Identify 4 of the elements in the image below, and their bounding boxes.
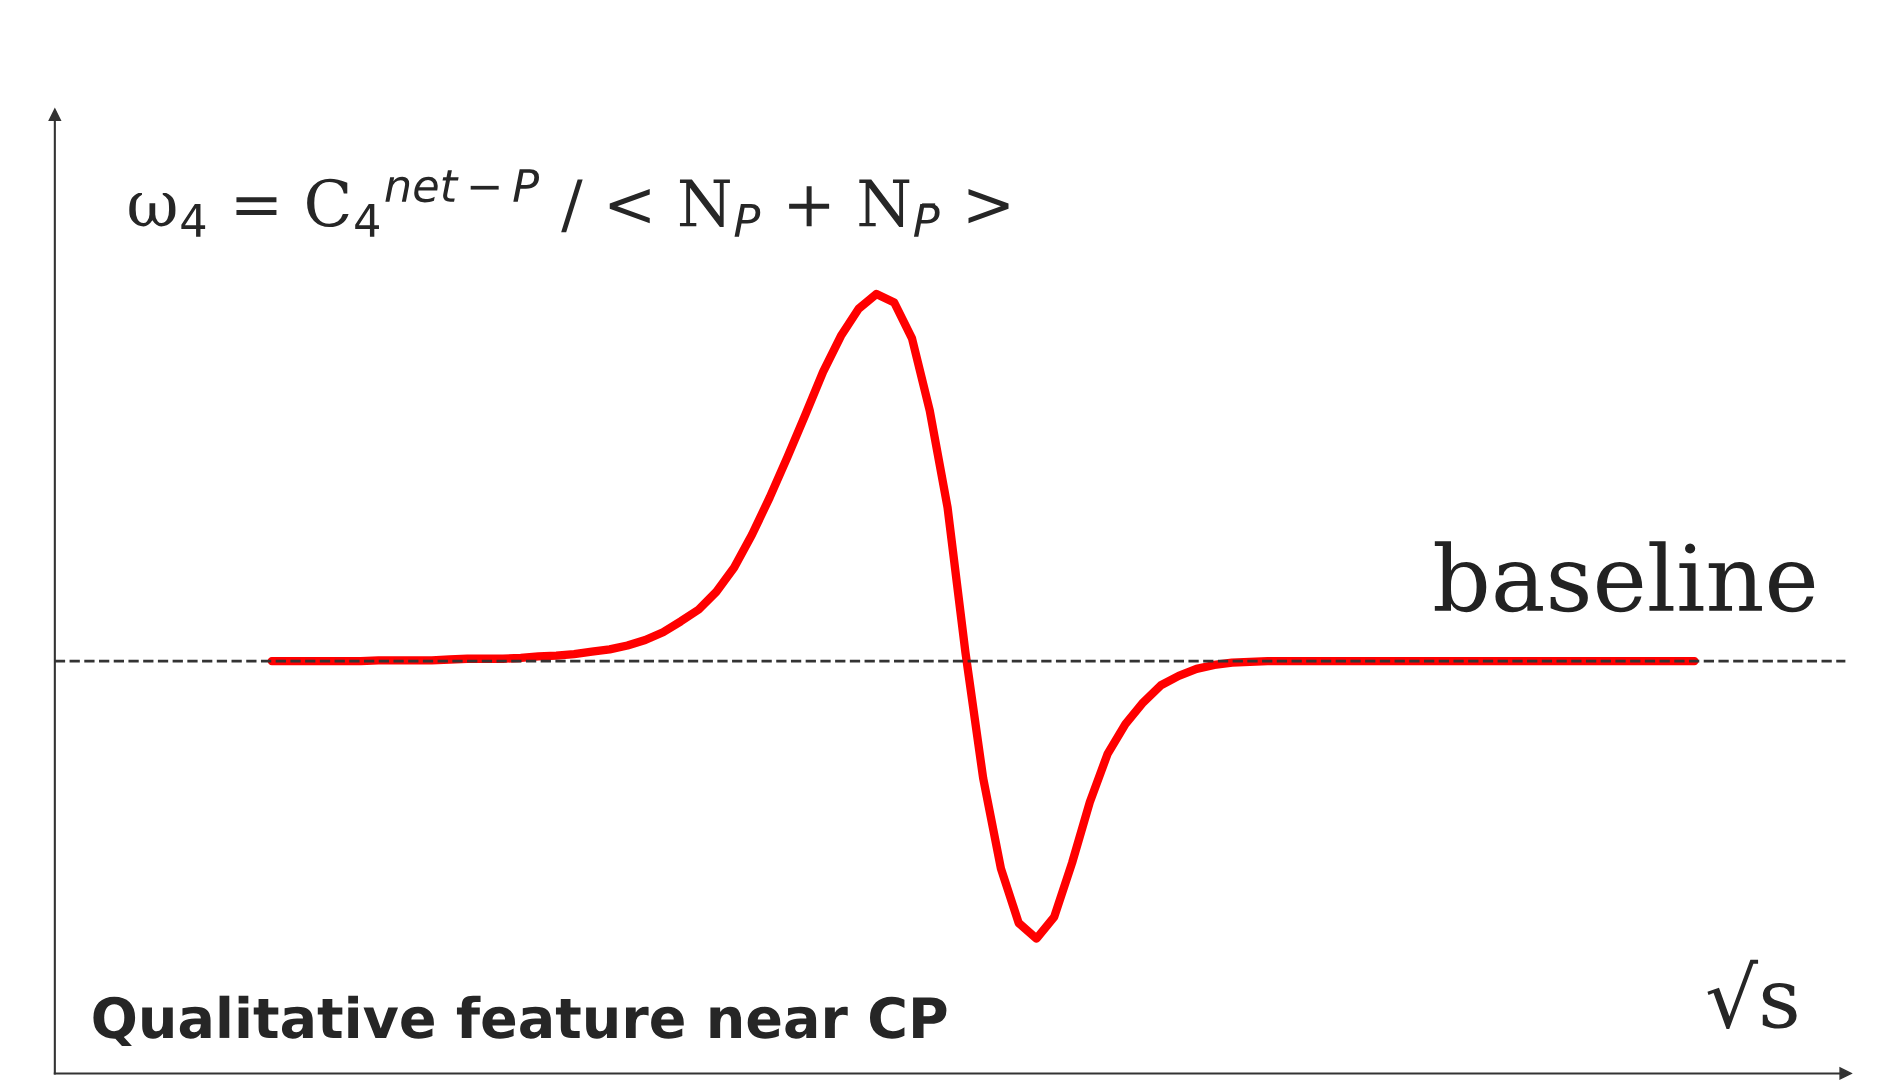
- annotation: Qualitative feature near CP: [93, 995, 947, 1047]
- x-axis-title: √s: [1707, 959, 1797, 1030]
- text: ω$_{4}$ = C$_{4}$$^{net−P}$ / < N$_{P}$ + N$_{P̄}$ >: [129, 169, 1009, 237]
- ref-line-label: baseline: [1434, 541, 1815, 613]
